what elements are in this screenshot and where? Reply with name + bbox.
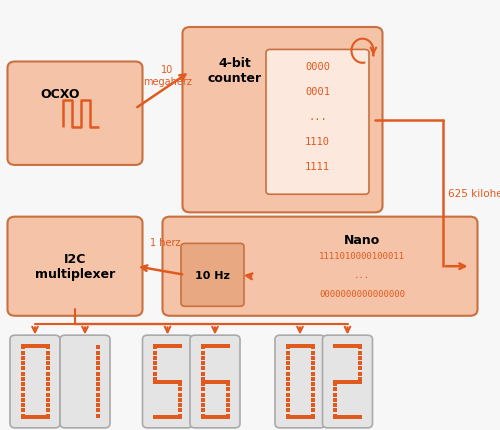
- FancyBboxPatch shape: [142, 335, 192, 428]
- FancyBboxPatch shape: [275, 335, 325, 428]
- Text: 4-bit
counter: 4-bit counter: [208, 57, 262, 85]
- Text: 1111: 1111: [305, 161, 330, 172]
- Text: 1111010000100011: 1111010000100011: [319, 252, 405, 261]
- FancyBboxPatch shape: [10, 335, 60, 428]
- Text: 0000000000000000: 0000000000000000: [319, 290, 405, 298]
- Text: 0001: 0001: [305, 86, 330, 97]
- FancyBboxPatch shape: [322, 335, 372, 428]
- Text: ...: ...: [308, 111, 327, 122]
- Text: I2C
multiplexer: I2C multiplexer: [35, 253, 115, 280]
- Text: ...: ...: [354, 271, 370, 280]
- FancyBboxPatch shape: [181, 244, 244, 307]
- Text: 1 herz: 1 herz: [150, 238, 180, 248]
- FancyBboxPatch shape: [162, 217, 477, 316]
- Text: 10 Hz: 10 Hz: [195, 270, 230, 280]
- FancyBboxPatch shape: [266, 50, 369, 195]
- FancyBboxPatch shape: [8, 62, 142, 166]
- Text: 10
megaherz: 10 megaherz: [143, 65, 192, 87]
- FancyBboxPatch shape: [8, 217, 142, 316]
- Text: Nano: Nano: [344, 234, 380, 247]
- Text: 625 kiloherz: 625 kiloherz: [448, 188, 500, 199]
- FancyBboxPatch shape: [190, 335, 240, 428]
- FancyBboxPatch shape: [182, 28, 382, 213]
- Text: 1110: 1110: [305, 136, 330, 147]
- Text: OCXO: OCXO: [40, 88, 80, 101]
- Text: 0000: 0000: [305, 61, 330, 72]
- FancyBboxPatch shape: [60, 335, 110, 428]
